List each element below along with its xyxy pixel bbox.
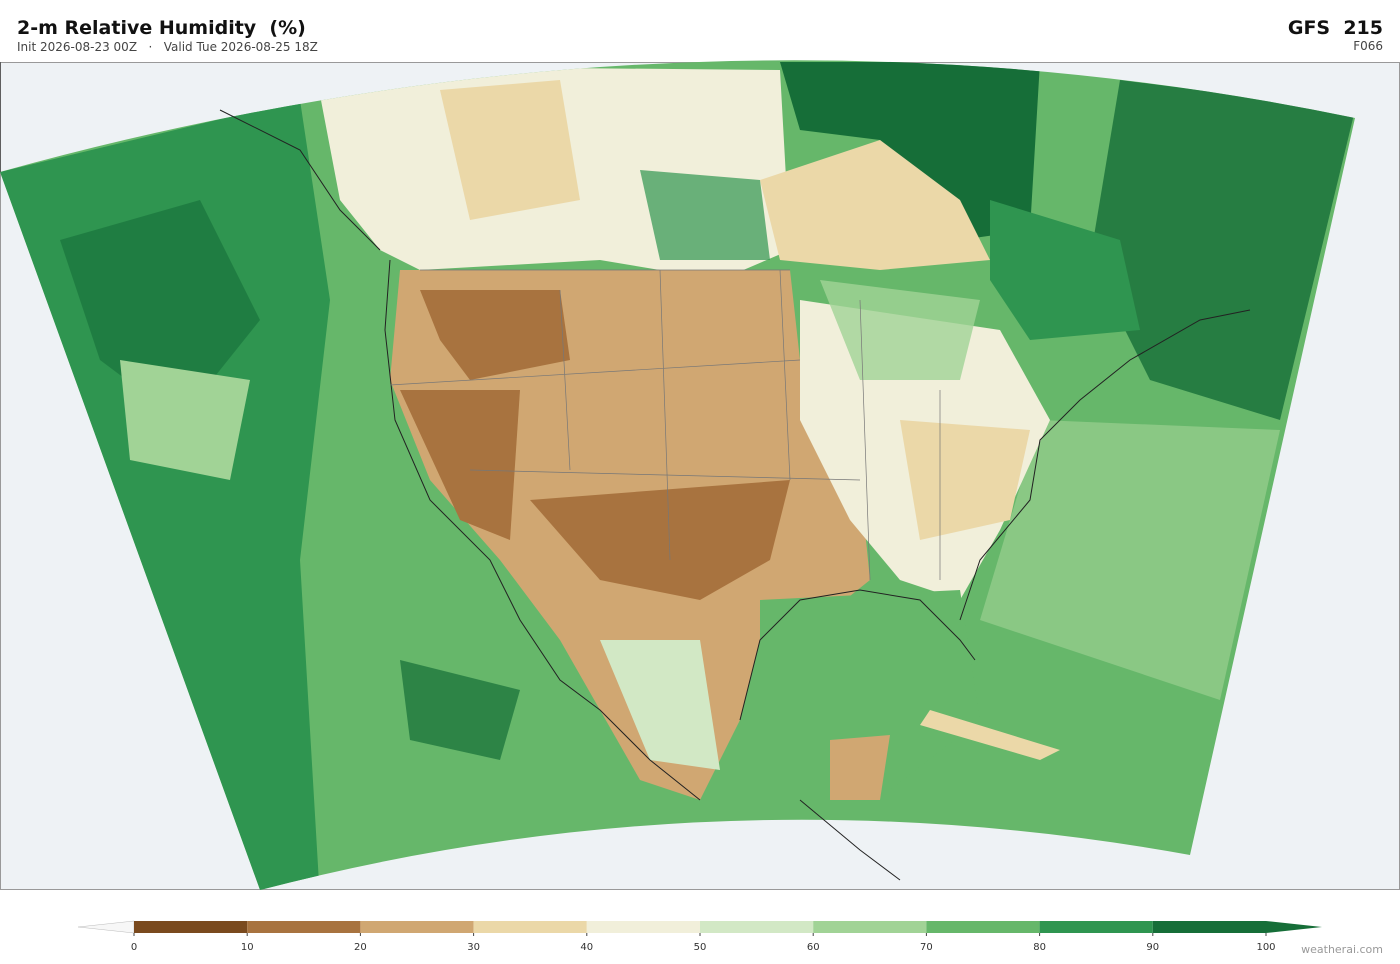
forecast-hour: F066: [1353, 39, 1383, 53]
colorbar-tick-label: 80: [1033, 942, 1046, 953]
colorbar-tick-label: 30: [467, 942, 480, 953]
colorbar-bin: [926, 921, 1040, 933]
colorbar-tick-label: 0: [131, 942, 137, 953]
colorbar-tick-label: 50: [694, 942, 707, 953]
colorbar-bin: [586, 921, 700, 933]
colorbar: 0 10 20 30 40 50 60 70 80 90 100: [77, 920, 1322, 953]
state-borders: [389, 269, 941, 581]
map-panel: [0, 60, 1400, 891]
colorbar-bin: [1152, 921, 1266, 933]
subtitle: Init 2026-08-23 00Z · Valid Tue 2026-08-…: [17, 40, 318, 54]
colorbar-bin: [473, 921, 587, 933]
colorbar-tick-label: 90: [1146, 942, 1159, 953]
colorbar-tick-label: 40: [580, 942, 593, 953]
title: 2-m Relative Humidity (%): [17, 17, 306, 39]
colorbar-bin: [134, 921, 248, 933]
humidity-field: [0, 62, 1355, 891]
colorbar-bin: [1039, 921, 1153, 933]
colorbar-under: [77, 920, 135, 934]
colorbar-tick-label: 10: [241, 942, 254, 953]
colorbar-tick-label: 20: [354, 942, 367, 953]
colorbar-bin: [813, 921, 927, 933]
colorbar-tick-label: 60: [807, 942, 820, 953]
colorbar-over: [1266, 921, 1322, 933]
coastlines: [0, 62, 1251, 881]
colorbar-bin: [360, 921, 474, 933]
colorbar-bin: [700, 921, 814, 933]
colorbar-tick-label: 100: [1256, 942, 1275, 953]
model-label: GFS 215: [1288, 17, 1383, 39]
colorbar-tick-label: 70: [920, 942, 933, 953]
colorbar-bin: [247, 921, 361, 933]
credit: weatherai.com: [1301, 943, 1383, 956]
